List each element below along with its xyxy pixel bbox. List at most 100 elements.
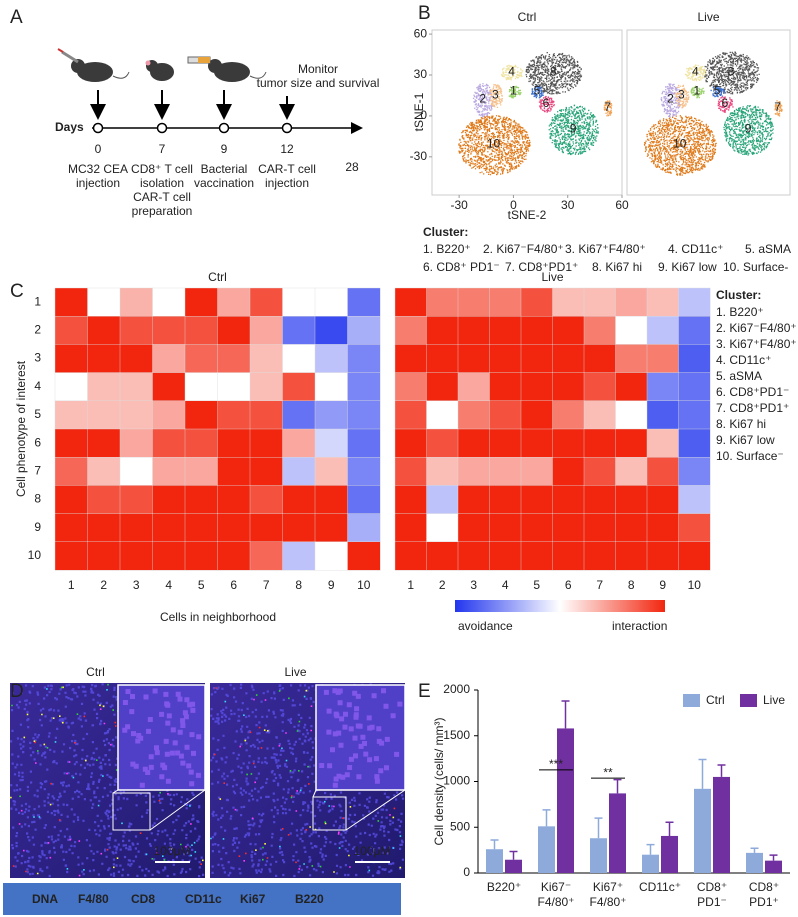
timeline-point [156, 122, 168, 134]
monitor-label: Monitor [298, 62, 338, 76]
x-tick-label: 6 [565, 578, 572, 592]
monitor-label: tumor size and survival [257, 76, 380, 90]
heatmap-cell [217, 457, 251, 486]
heatmap-cell [489, 457, 522, 486]
x-tick-label: CD8⁺ [749, 880, 779, 894]
inset-box [112, 792, 151, 831]
heatmap-cell [426, 513, 459, 543]
heatmap-cell [489, 541, 522, 571]
heatmap-cell [552, 344, 585, 374]
heatmap-cell [426, 485, 459, 515]
heatmap-cell [87, 513, 121, 543]
x-tick-label: 4 [502, 578, 509, 592]
heatmap-cell [615, 541, 648, 571]
y-tick-label: 10 [28, 548, 42, 562]
inset-connector [312, 789, 406, 831]
heatmap-cell [646, 287, 679, 317]
x-tick-label: 0 [510, 198, 517, 212]
heatmap-cell [152, 428, 186, 458]
heatmap-cell [184, 428, 218, 458]
x-tick-label: 10 [688, 578, 702, 592]
heatmap-cell [520, 541, 553, 571]
heatmap-cell [457, 457, 490, 486]
heatmap-cell [489, 316, 522, 345]
channel-label: CD8 [131, 892, 155, 906]
x-tick-label: F4/80⁺ [589, 895, 626, 909]
heatmap-cell [394, 457, 427, 486]
tsne-title: Live [697, 10, 719, 24]
heatmap-cell [583, 541, 616, 571]
heatmap-cell [87, 485, 121, 515]
heatmap-cell [489, 287, 522, 317]
error-bar [490, 839, 499, 850]
heatmap-cell [552, 513, 585, 543]
heatmap-cell [54, 541, 88, 571]
heatmap-cell [583, 457, 616, 486]
heatmap-cell [184, 541, 218, 571]
x-tick-label: 9 [328, 578, 335, 592]
heatmap-cell [678, 457, 711, 486]
heatmap-cell [520, 400, 553, 430]
heatmap-cell [457, 372, 490, 402]
event-label: CD8⁺ T cell [131, 162, 193, 176]
tsne-cluster [501, 64, 524, 81]
heatmap-cell [152, 457, 186, 486]
heatmap-cell [87, 400, 121, 430]
heatmap-cell [426, 372, 459, 402]
heatmap-cell [184, 372, 218, 402]
tsne-cluster [723, 105, 774, 156]
heatmap-cell [87, 372, 121, 402]
tsne-cluster [508, 85, 522, 99]
heatmap-cell [520, 428, 553, 458]
heatmap-cell [646, 372, 679, 402]
heatmap-cell [426, 457, 459, 486]
heatmap-cell [347, 428, 381, 458]
heatmap-cell [152, 400, 186, 430]
event-label: CAR-T cell [258, 162, 316, 176]
heatmap-cell [520, 485, 553, 515]
timeline-point [218, 122, 230, 134]
heatmap-cell [249, 316, 283, 345]
cluster-label: 1 [694, 84, 701, 98]
y-tick-label: 0 [420, 108, 427, 122]
event-label: isolation [140, 176, 184, 190]
legend-swatch [683, 694, 700, 707]
x-tick-label: 3 [133, 578, 140, 592]
heatmap-cell [152, 513, 186, 543]
heatmap-cell [426, 316, 459, 345]
x-tick-label: 8 [295, 578, 302, 592]
inset-connector [112, 789, 206, 831]
cluster-label: 1 [510, 84, 517, 98]
tsne-cluster [710, 86, 726, 98]
error-bar [698, 758, 707, 789]
heatmap-cell [520, 316, 553, 345]
x-tick-label: 5 [198, 578, 205, 592]
heatmap-cell [457, 513, 490, 543]
y-tick-label: 0 [463, 865, 470, 879]
x-tick-label: 6 [230, 578, 237, 592]
heatmap-cell [520, 287, 553, 317]
x-tick-label: PD1⁻ [697, 895, 727, 909]
panel-label: A [10, 7, 23, 28]
heatmap-cell [457, 428, 490, 458]
error-bar [646, 843, 655, 855]
tsne-cluster [660, 83, 682, 118]
heatmap-cell [583, 287, 616, 317]
cluster-label: 5 [714, 84, 721, 98]
mouse-icons [57, 48, 267, 82]
heatmap-cell [87, 541, 121, 571]
event-label: CAR-T cell [133, 190, 191, 204]
heatmap-cell [678, 316, 711, 345]
x-tick-label: 10 [357, 578, 371, 592]
heatmap-cell [678, 372, 711, 402]
heatmap-cell [217, 372, 251, 402]
heatmap-cell [184, 316, 218, 345]
heatmap-cell [615, 287, 648, 317]
heatmap-cell [457, 400, 490, 430]
tsne-cluster [538, 95, 555, 113]
x-tick-label: 2 [439, 578, 446, 592]
heatmap-legend-item: 6. CD8⁺PD1⁻ [716, 385, 789, 399]
cluster-label: 7 [774, 100, 781, 114]
cluster-label: 8 [728, 64, 735, 78]
